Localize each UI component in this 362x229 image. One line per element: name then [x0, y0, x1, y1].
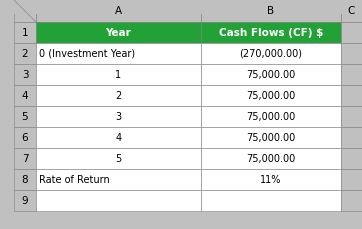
- Bar: [14, 43, 36, 64]
- Bar: [201, 64, 341, 85]
- Bar: [201, 169, 341, 190]
- Bar: [341, 22, 362, 43]
- Text: 5: 5: [115, 154, 122, 164]
- Text: C: C: [348, 6, 355, 16]
- Bar: [14, 127, 36, 148]
- Text: 8: 8: [22, 175, 28, 185]
- Text: 75,000.00: 75,000.00: [247, 112, 296, 122]
- Bar: [341, 127, 362, 148]
- Text: 5: 5: [22, 112, 28, 122]
- Text: 9: 9: [22, 196, 28, 206]
- Bar: [14, 169, 36, 190]
- Bar: [341, 169, 362, 190]
- Bar: [36, 148, 201, 169]
- Bar: [201, 0, 341, 22]
- Bar: [0, 0, 14, 229]
- Bar: [341, 106, 362, 127]
- Bar: [201, 85, 341, 106]
- Bar: [14, 85, 36, 106]
- Bar: [36, 22, 201, 43]
- Text: 3: 3: [115, 112, 122, 122]
- Bar: [36, 106, 201, 127]
- Text: 3: 3: [22, 70, 28, 80]
- Bar: [201, 106, 341, 127]
- Bar: [14, 106, 36, 127]
- Bar: [36, 127, 201, 148]
- Bar: [14, 148, 36, 169]
- Text: 75,000.00: 75,000.00: [247, 70, 296, 80]
- Text: Year: Year: [106, 28, 131, 38]
- Bar: [36, 43, 201, 64]
- Bar: [201, 148, 341, 169]
- Text: 1: 1: [115, 70, 122, 80]
- Bar: [14, 64, 36, 85]
- Bar: [201, 127, 341, 148]
- Text: 4: 4: [22, 91, 28, 101]
- Bar: [341, 43, 362, 64]
- Bar: [14, 0, 36, 22]
- Text: 2: 2: [115, 91, 122, 101]
- Bar: [14, 190, 36, 211]
- Text: 4: 4: [115, 133, 122, 143]
- Text: 11%: 11%: [260, 175, 282, 185]
- Bar: [36, 190, 201, 211]
- Bar: [36, 0, 201, 22]
- Bar: [201, 190, 341, 211]
- Text: 7: 7: [22, 154, 28, 164]
- Text: 6: 6: [22, 133, 28, 143]
- Bar: [14, 22, 36, 43]
- Text: 75,000.00: 75,000.00: [247, 133, 296, 143]
- Bar: [341, 85, 362, 106]
- Text: A: A: [115, 6, 122, 16]
- Bar: [36, 64, 201, 85]
- Text: (270,000.00): (270,000.00): [240, 49, 303, 59]
- Bar: [0, 0, 362, 14]
- Text: 75,000.00: 75,000.00: [247, 91, 296, 101]
- Bar: [341, 190, 362, 211]
- Bar: [341, 148, 362, 169]
- Text: B: B: [268, 6, 274, 16]
- Text: 1: 1: [22, 28, 28, 38]
- Text: 0 (Investment Year): 0 (Investment Year): [39, 49, 135, 59]
- Bar: [341, 64, 362, 85]
- Bar: [341, 0, 362, 22]
- Bar: [201, 43, 341, 64]
- Text: 2: 2: [22, 49, 28, 59]
- Text: Cash Flows (CF) $: Cash Flows (CF) $: [219, 28, 323, 38]
- Bar: [201, 22, 341, 43]
- Text: 75,000.00: 75,000.00: [247, 154, 296, 164]
- Bar: [36, 169, 201, 190]
- Bar: [36, 85, 201, 106]
- Text: Rate of Return: Rate of Return: [39, 175, 110, 185]
